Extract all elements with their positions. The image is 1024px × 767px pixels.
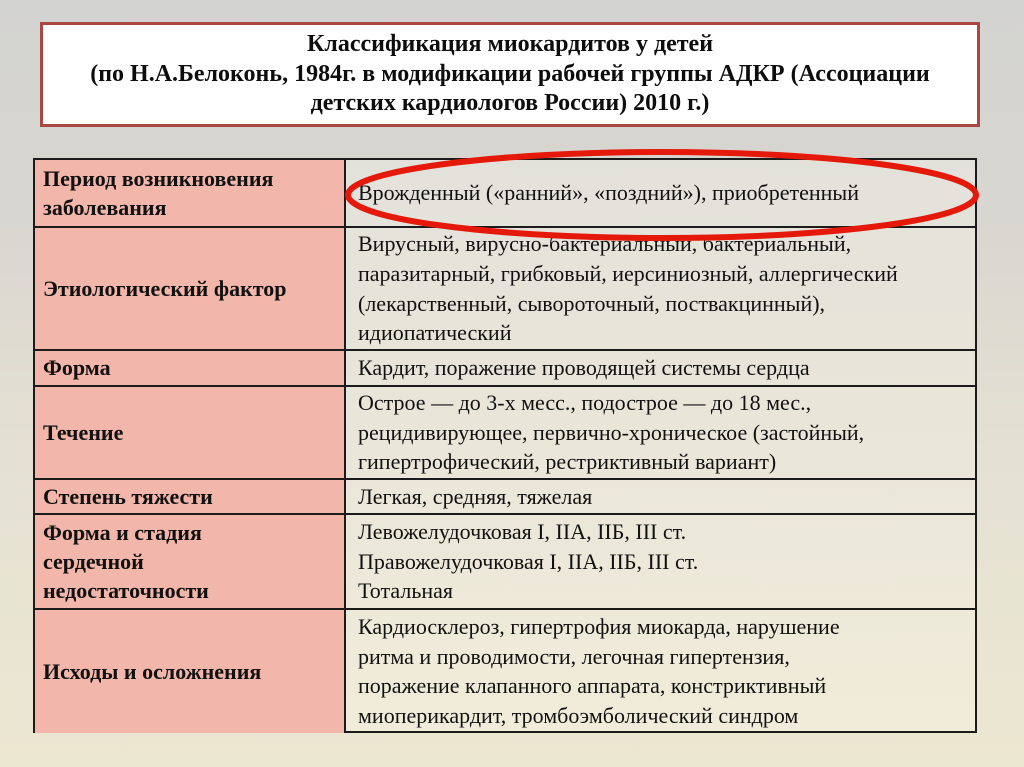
row-value-form: Кардит, поражение проводящей системы сер… [346,351,975,387]
row-label-heart-failure: Форма и стадия сердечной недостаточности [35,515,346,610]
row-value-period: Врожденный («ранний», «поздний»), приобр… [346,160,975,228]
row-label-form: Форма [35,351,346,387]
row-label-severity: Степень тяжести [35,480,346,515]
classification-table: Период возникновения заболевания Врожден… [33,158,977,733]
slide-title: Классификация миокардитов у детей (по Н.… [90,31,930,117]
row-value-etiology: Вирусный, вирусно-бактериальный, бактери… [346,228,975,351]
row-value-severity: Легкая, средняя, тяжелая [346,480,975,515]
row-label-period: Период возникновения заболевания [35,160,346,228]
row-label-course: Течение [35,387,346,480]
row-label-etiology: Этиологический фактор [35,228,346,351]
title-box: Классификация миокардитов у детей (по Н.… [40,22,980,127]
row-label-outcomes: Исходы и осложнения [35,610,346,733]
row-value-course: Острое — до 3-х месс., подострое — до 18… [346,387,975,480]
row-value-heart-failure: Левожелудочковая I, IIА, IIБ, III ст. Пр… [346,515,975,610]
row-value-outcomes: Кардиосклероз, гипертрофия миокарда, нар… [358,614,840,729]
